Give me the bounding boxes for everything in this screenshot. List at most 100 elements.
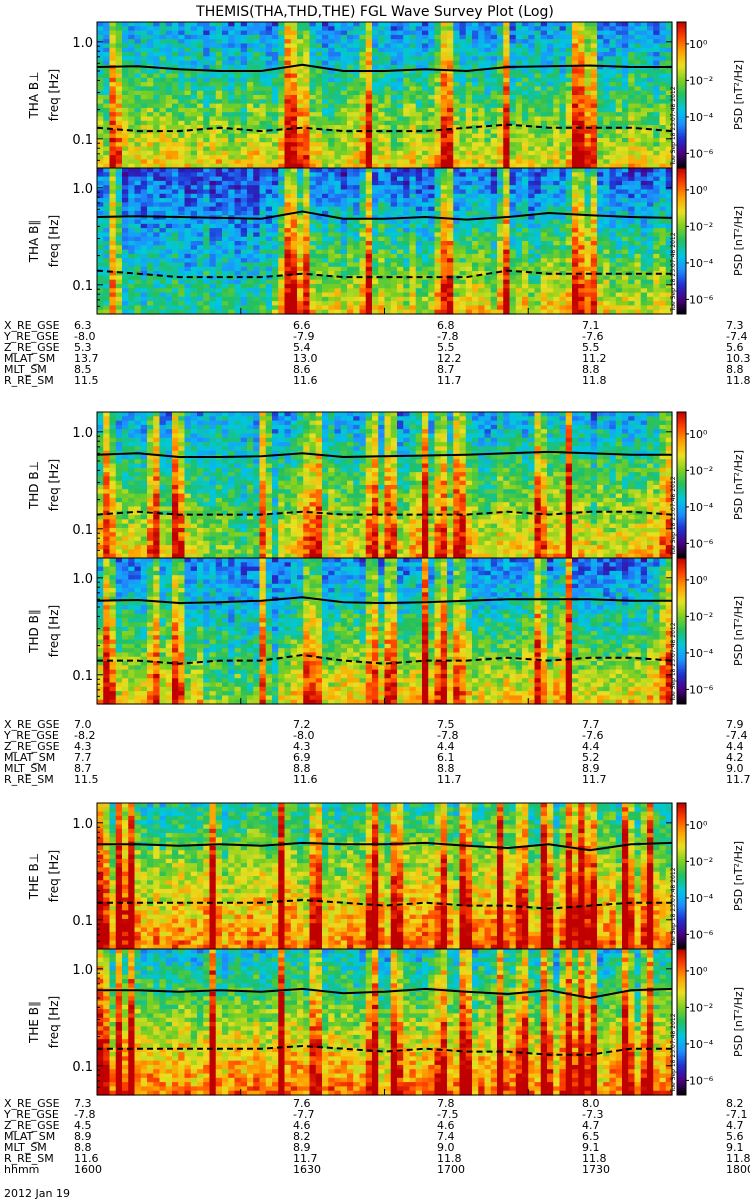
psd-cell [622, 91, 629, 96]
psd-cell [491, 147, 498, 152]
psd-cell [197, 284, 204, 289]
psd-cell [191, 99, 198, 104]
psd-cell [391, 288, 398, 293]
psd-cell [116, 74, 123, 79]
psd-cell [210, 288, 217, 293]
psd-cell [422, 155, 429, 160]
psd-cell [141, 99, 148, 104]
psd-cell [322, 22, 329, 27]
psd-cell [260, 104, 267, 109]
psd-cell [353, 211, 360, 216]
psd-cell [278, 305, 285, 310]
psd-cell [410, 284, 417, 289]
psd-cell [228, 159, 235, 164]
psd-cell [266, 26, 273, 31]
psd-cell [441, 121, 448, 126]
psd-cell [528, 82, 535, 87]
psd-cell [216, 198, 223, 203]
psd-cell [297, 138, 304, 143]
psd-cell [560, 95, 567, 100]
psd-cell [372, 142, 379, 147]
psd-cell [297, 95, 304, 100]
psd-cell [291, 35, 298, 40]
psd-cell [97, 194, 104, 199]
psd-cell [535, 151, 542, 156]
psd-cell [385, 211, 392, 216]
psd-cell [578, 121, 585, 126]
psd-cell [385, 198, 392, 203]
psd-cell [303, 138, 310, 143]
psd-cell [166, 288, 173, 293]
psd-cell [272, 280, 279, 285]
psd-cell [560, 159, 567, 164]
psd-cell [541, 151, 548, 156]
psd-cell [335, 237, 342, 242]
psd-cell [135, 52, 142, 57]
psd-cell [222, 288, 229, 293]
psd-cell [310, 147, 317, 152]
psd-cell [178, 142, 185, 147]
psd-cell [535, 22, 542, 27]
psd-cell [210, 35, 217, 40]
psd-cell [310, 74, 317, 79]
psd-cell [635, 108, 642, 113]
psd-cell [172, 108, 179, 113]
psd-cell [291, 129, 298, 134]
psd-cell [278, 61, 285, 66]
psd-cell [185, 189, 192, 194]
psd-cell [378, 116, 385, 121]
psd-cell [628, 134, 635, 139]
psd-cell [453, 31, 460, 36]
psd-cell [360, 74, 367, 79]
psd-cell [322, 82, 329, 87]
psd-cell [366, 168, 373, 173]
psd-cell [603, 116, 610, 121]
psd-cell [247, 305, 254, 310]
psd-cell [497, 39, 504, 44]
psd-cell [335, 61, 342, 66]
psd-cell [616, 108, 623, 113]
psd-cell [278, 258, 285, 263]
psd-cell [272, 48, 279, 53]
psd-cell [353, 56, 360, 61]
psd-cell [416, 194, 423, 199]
psd-cell [303, 26, 310, 31]
psd-cell [247, 82, 254, 87]
psd-cell [360, 258, 367, 263]
psd-cell [410, 95, 417, 100]
psd-cell [397, 250, 404, 255]
psd-cell [166, 198, 173, 203]
psd-cell [591, 129, 598, 134]
psd-cell [141, 232, 148, 237]
psd-cell [166, 232, 173, 237]
psd-cell [503, 134, 510, 139]
psd-cell [416, 31, 423, 36]
psd-cell [222, 293, 229, 298]
psd-cell [403, 95, 410, 100]
psd-cell [316, 48, 323, 53]
psd-cell [378, 48, 385, 53]
psd-cell [585, 91, 592, 96]
psd-cell [341, 288, 348, 293]
psd-cell [191, 198, 198, 203]
psd-cell [466, 121, 473, 126]
psd-cell [278, 159, 285, 164]
psd-cell [591, 35, 598, 40]
psd-cell [647, 99, 654, 104]
psd-cell [103, 297, 110, 302]
psd-cell [447, 104, 454, 109]
psd-cell [266, 22, 273, 27]
psd-cell [122, 142, 129, 147]
psd-cell [653, 138, 660, 143]
psd-cell [353, 254, 360, 259]
psd-cell [578, 134, 585, 139]
psd-cell [160, 138, 167, 143]
psd-cell [647, 86, 654, 91]
psd-cell [553, 99, 560, 104]
psd-cell [478, 31, 485, 36]
psd-cell [316, 116, 323, 121]
psd-cell [278, 82, 285, 87]
psd-cell [128, 91, 135, 96]
